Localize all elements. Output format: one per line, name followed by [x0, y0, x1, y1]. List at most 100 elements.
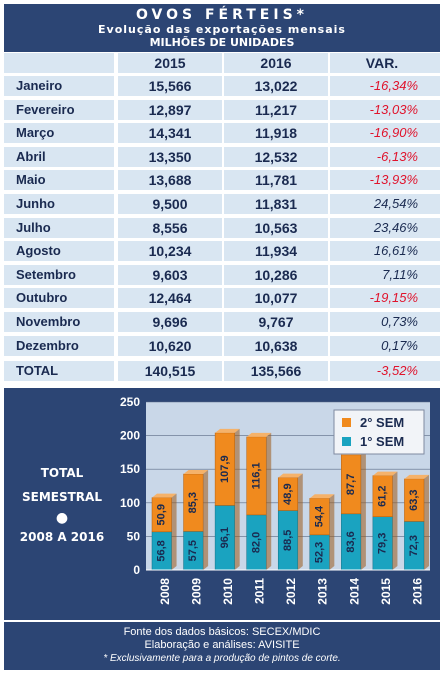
x-tick-label: 2010 [221, 578, 235, 605]
month-label: Novembro [16, 314, 81, 329]
footer-note: * Exclusivamente para a produção de pint… [103, 653, 341, 664]
y-tick-label: 200 [120, 429, 140, 443]
value-2016: 11,217 [254, 102, 298, 118]
value-label-2sem: 116,1 [250, 462, 262, 489]
value-2016: 9,767 [258, 314, 294, 330]
variation-value: -13,03% [369, 102, 418, 117]
x-tick-label: 2016 [410, 578, 424, 605]
table-row: Fevereiro 12,897 11,217 -13,03% [4, 100, 440, 120]
table-header-row: 2015 2016 VAR. [4, 53, 440, 73]
variation-value: -16,90% [369, 125, 418, 140]
variation-value: 0,73% [381, 314, 418, 329]
value-label-2sem: 61,2 [377, 485, 389, 506]
chart-panel: TOTAL SEMESTRAL ● 2008 A 2016 0 50 100 150 2… [4, 388, 440, 620]
month-label: Dezembro [16, 338, 79, 353]
value-label-2sem: 48,9 [282, 483, 294, 504]
x-tick-label: 2008 [158, 578, 172, 605]
x-tick-label: 2015 [379, 578, 393, 605]
page-subtitle: Evolução das exportações mensais [98, 23, 346, 36]
value-label-1sem: 88,5 [282, 530, 294, 551]
bar-top [246, 432, 272, 437]
value-2016: 10,286 [254, 267, 298, 283]
value-2015: 10,620 [148, 338, 192, 354]
table-row: Janeiro 15,566 13,022 -16,34% [4, 76, 440, 96]
variation-value: -16,34% [369, 78, 418, 93]
x-tick-label: 2009 [190, 578, 204, 605]
table-row: Maio 13,688 11,781 -13,93% [4, 170, 440, 190]
variation-value: 7,11% [382, 267, 418, 282]
variation-value: -19,15% [369, 290, 418, 305]
value-2015: 9,603 [152, 267, 188, 283]
table-row: Março 14,341 11,918 -16,90% [4, 123, 440, 143]
value-2016: 11,831 [254, 196, 298, 212]
x-tick-label: 2014 [347, 578, 361, 605]
legend-label-2sem: 2° SEM [360, 415, 404, 430]
legend-swatch-1sem [342, 437, 351, 446]
y-tick-label: 150 [120, 462, 140, 476]
bar-side [171, 493, 177, 570]
total-2015: 140,515 [144, 363, 196, 379]
legend-label-1sem: 1° SEM [360, 434, 404, 449]
bar-top [372, 471, 398, 476]
value-2015: 9,500 [152, 196, 188, 212]
bar-2sem [277, 477, 299, 511]
bar-2sem [309, 498, 330, 536]
semester-bar-chart: 0 50 100 150 200 250 56,8 50,9 2008 57,5 85,3 2009 9… [120, 395, 430, 605]
value-label-1sem: 79,3 [377, 533, 389, 554]
col-header-2016: 2016 [260, 55, 292, 71]
value-label-2sem: 54,4 [313, 505, 325, 527]
table-row: Agosto 10,234 11,934 16,61% [4, 241, 440, 261]
month-label: Junho [16, 196, 55, 211]
month-label: Março [16, 125, 55, 140]
footer-credits: Elaboração e análises: AVISITE [144, 639, 300, 651]
bar-2sem [151, 497, 172, 533]
value-label-1sem: 56,8 [156, 540, 168, 561]
value-label-1sem: 57,5 [187, 540, 199, 561]
bar-side [424, 474, 430, 570]
month-label: Outubro [16, 290, 68, 305]
total-2016: 135,566 [250, 363, 302, 379]
value-label-1sem: 83,6 [345, 531, 357, 552]
month-label: Julho [16, 220, 51, 235]
table-total-row: TOTAL 140,515 135,566 -3,52% [4, 361, 440, 383]
bar-side [266, 432, 272, 570]
value-2016: 13,022 [254, 78, 298, 94]
table-row: Outubro 12,464 10,077 -19,15% [4, 288, 440, 308]
bar-side [392, 471, 398, 570]
value-2016: 10,563 [254, 220, 298, 236]
total-label: TOTAL [16, 363, 59, 378]
x-tick-label: 2012 [284, 578, 298, 605]
month-label: Abril [16, 149, 46, 164]
bar-top [183, 470, 209, 475]
month-label: Setembro [16, 267, 76, 282]
value-2015: 10,234 [148, 243, 192, 259]
bar-top [215, 428, 240, 433]
footer: Fonte dos dados básicos: SECEX/MDIC Elab… [4, 622, 440, 670]
value-2016: 12,532 [254, 149, 298, 165]
y-tick-label: 250 [120, 395, 140, 409]
value-label-1sem: 82,0 [250, 532, 262, 553]
value-2016: 11,781 [254, 172, 298, 188]
value-2015: 12,464 [148, 290, 192, 306]
variation-value: 16,61% [373, 243, 418, 258]
table-row: Setembro 9,603 10,286 7,11% [4, 265, 440, 285]
bar-side [360, 450, 366, 570]
bar-top [309, 494, 335, 499]
legend-swatch-2sem [342, 418, 351, 427]
total-variation: -3,52% [376, 363, 418, 378]
value-label-2sem: 87,7 [345, 474, 357, 495]
bar-side [234, 428, 240, 570]
table-row: Dezembro 10,620 10,638 0,17% [4, 336, 440, 356]
value-label-2sem: 107,9 [219, 455, 231, 483]
value-2015: 8,556 [152, 220, 188, 236]
side-label-bullet: ● [55, 510, 69, 526]
y-tick-label: 0 [133, 563, 140, 577]
col-header-2015: 2015 [154, 55, 186, 71]
value-2015: 12,897 [148, 102, 192, 118]
y-tick-label: 100 [120, 496, 140, 510]
variation-value: -6,13% [376, 149, 418, 164]
col-header-var: VAR. [365, 55, 399, 71]
month-label: Janeiro [16, 78, 63, 93]
table-row: Abril 13,350 12,532 -6,13% [4, 147, 440, 167]
table-row: Julho 8,556 10,563 23,46% [4, 218, 440, 238]
